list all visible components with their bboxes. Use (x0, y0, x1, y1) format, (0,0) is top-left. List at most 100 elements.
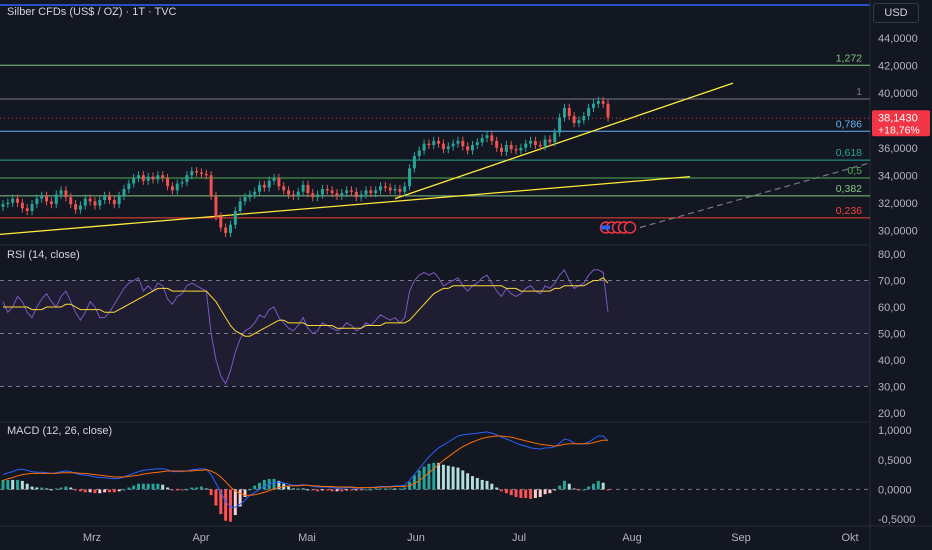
macd-histogram-bar (538, 489, 542, 498)
candle-body (214, 195, 218, 217)
macd-histogram-bar (185, 489, 189, 491)
fib-level-label: 0,5 (847, 165, 862, 177)
macd-histogram-bar (1, 479, 5, 490)
fib-level-label: 0,236 (836, 205, 862, 217)
candle-body (591, 103, 595, 108)
macd-histogram-bar (287, 486, 291, 490)
macd-histogram-bar (562, 480, 566, 490)
candle-body (11, 198, 15, 203)
macd-histogram-bar (543, 489, 547, 495)
time-axis-label: Jul (512, 532, 526, 544)
macd-histogram-bar (412, 475, 416, 490)
candle-body (354, 191, 358, 198)
macd-histogram-bar (243, 489, 247, 498)
price-axis-label: 34,0000 (878, 170, 918, 182)
candle-body (451, 143, 455, 147)
candle-body (93, 201, 97, 206)
candle-body (475, 142, 479, 145)
candle-body (146, 176, 150, 181)
macd-histogram-bar (146, 483, 150, 490)
rsi-axis-label: 40,00 (878, 355, 906, 367)
rsi-title: RSI (14, close) (7, 249, 80, 261)
macd-histogram-bar (374, 488, 378, 490)
candle-body (441, 143, 445, 150)
fib-level-label: 0,786 (836, 118, 862, 130)
candle-body (529, 140, 533, 144)
candle-body (509, 145, 513, 150)
candle-body (272, 178, 276, 181)
candle-body (248, 194, 252, 198)
candle-body (224, 227, 228, 233)
macd-histogram-bar (553, 489, 557, 491)
candle-body (316, 194, 320, 198)
candle-body (282, 186, 286, 191)
macd-histogram-bar (369, 489, 373, 491)
candle-body (112, 200, 116, 205)
candle-body (69, 197, 73, 205)
price-axis-label: 42,0000 (878, 60, 918, 72)
candle-body (403, 186, 407, 192)
macd-histogram-bar (180, 489, 184, 491)
candle-body (74, 204, 78, 210)
price-badge (872, 110, 930, 137)
candle-body (233, 211, 237, 225)
chart-title: Silber CFDs (US$ / OZ) · 1T · TVC (7, 6, 177, 18)
macd-histogram-bar (248, 489, 252, 491)
candle-body (349, 190, 353, 192)
candle-body (291, 194, 295, 196)
macd-histogram-bar (199, 486, 203, 490)
rsi-axis-label: 80,00 (878, 249, 906, 261)
macd-histogram-bar (35, 487, 39, 490)
macd-histogram-bar (451, 466, 455, 490)
candle-body (456, 140, 460, 144)
fib-level-label: 0,382 (836, 183, 862, 195)
macd-histogram-bar (470, 476, 474, 490)
macd-histogram-bar (325, 489, 329, 491)
candle-body (199, 172, 203, 174)
macd-histogram-bar (272, 478, 276, 490)
candle-body (49, 201, 53, 205)
macd-histogram-bar (509, 489, 513, 496)
candle-body (548, 139, 552, 143)
macd-histogram-bar (359, 489, 363, 491)
candle-body (16, 198, 20, 203)
candle-body (422, 143, 426, 151)
currency-selector[interactable]: USD (873, 3, 919, 23)
macd-histogram-bar (345, 489, 349, 491)
candle-body (408, 168, 412, 187)
macd-histogram-bar (238, 489, 242, 507)
candle-body (78, 205, 82, 210)
macd-histogram-bar (596, 480, 600, 490)
candle-body (180, 182, 184, 184)
fib-level-label: 0,618 (836, 147, 862, 159)
macd-histogram-bar (582, 489, 586, 491)
macd-histogram-bar (20, 480, 24, 490)
candle-body (567, 107, 571, 117)
macd-histogram-bar (495, 487, 499, 490)
macd-histogram-bar (335, 489, 339, 492)
macd-histogram-bar (572, 488, 576, 490)
macd-histogram-bar (117, 489, 121, 492)
macd-histogram-bar (214, 489, 218, 506)
macd-histogram-bar (456, 467, 460, 490)
macd-histogram-bar (103, 489, 107, 493)
macd-histogram-bar (195, 487, 199, 490)
candle-body (383, 186, 387, 188)
rsi-axis-label: 30,00 (878, 382, 906, 394)
candle-body (427, 143, 431, 145)
price-axis-label: 32,0000 (878, 198, 918, 210)
candle-body (35, 198, 39, 205)
candle-body (538, 145, 542, 147)
candle-body (59, 190, 63, 195)
macd-histogram-bar (93, 489, 97, 494)
candle-body (374, 190, 378, 194)
macd-histogram-bar (224, 489, 228, 521)
macd-histogram-bar (485, 480, 489, 490)
macd-histogram-bar (601, 482, 605, 490)
macd-histogram-bar (262, 479, 266, 490)
price-axis-label: 30,0000 (878, 225, 918, 237)
candle-body (379, 186, 383, 191)
candle-body (190, 171, 194, 176)
candle-body (596, 101, 600, 104)
